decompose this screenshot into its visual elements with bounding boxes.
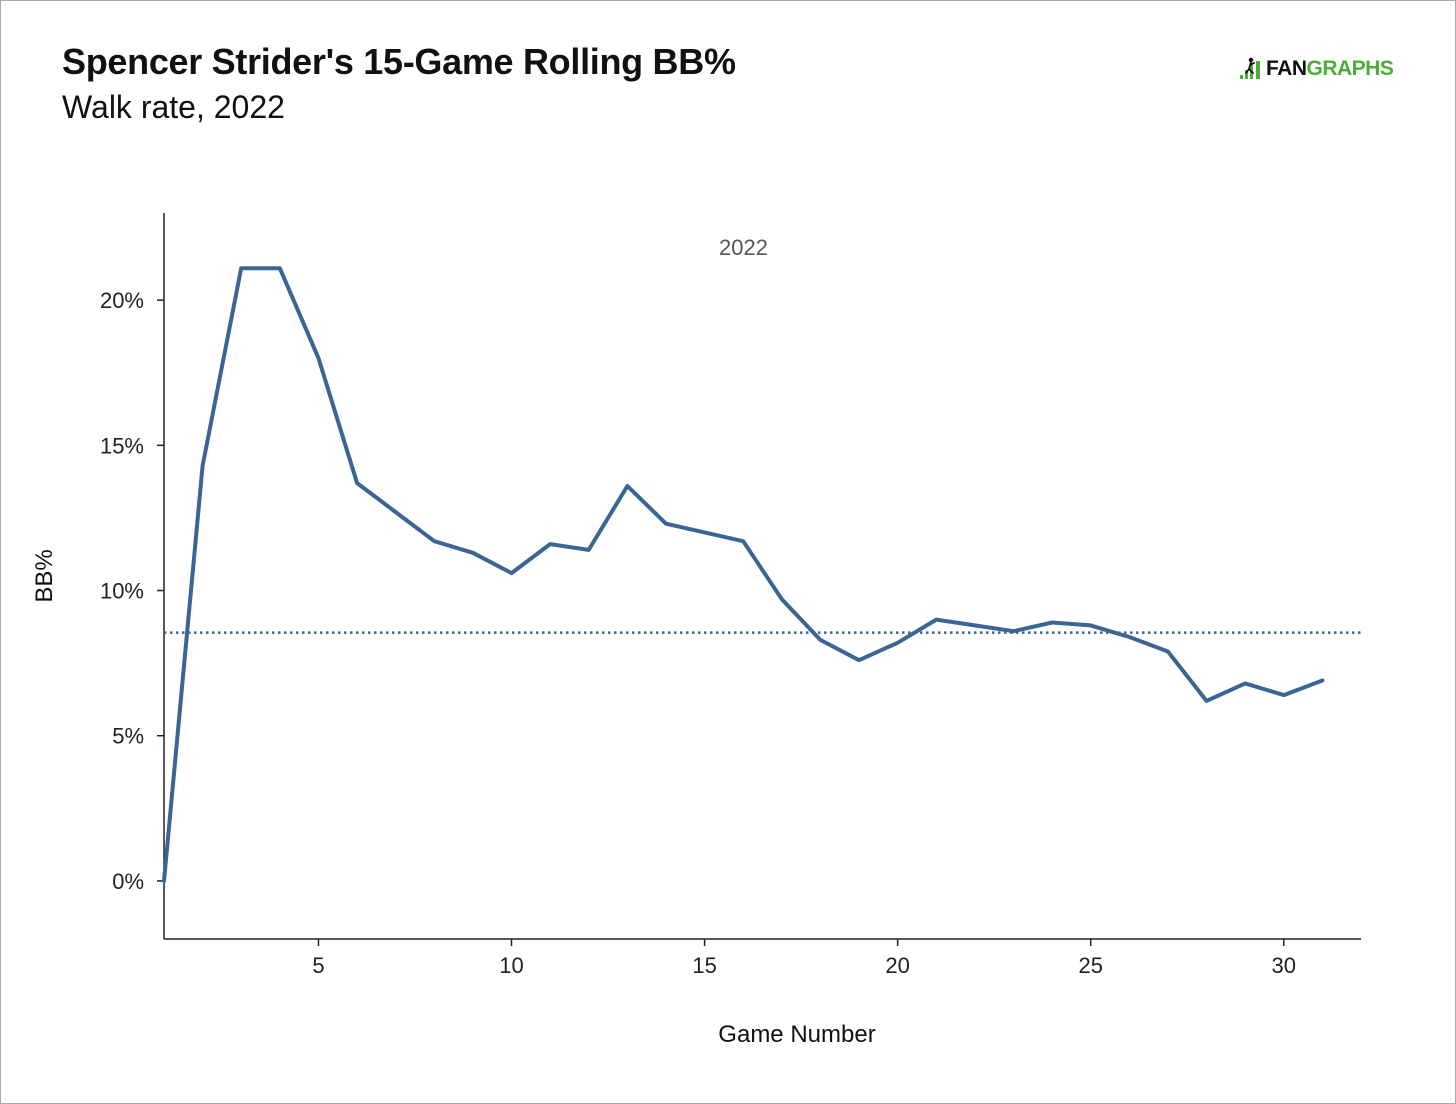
- logo-text-fan: FAN: [1266, 57, 1307, 80]
- x-axis-label: Game Number: [718, 1021, 875, 1048]
- x-tick-label: 15: [692, 953, 716, 978]
- y-tick-label: 10%: [100, 579, 144, 604]
- x-tick-label: 30: [1272, 953, 1296, 978]
- y-axis-label: BB%: [31, 549, 58, 602]
- x-tick-label: 10: [499, 953, 523, 978]
- y-tick-label: 15%: [100, 433, 144, 458]
- y-tick-label: 0%: [112, 869, 144, 894]
- logo-text-graphs: GRAPHS: [1306, 57, 1394, 80]
- chart-axes: 5 10 15 20 25 30 0% 5% 10% 15% 20%: [100, 213, 1361, 978]
- fangraphs-logo: FAN GRAPHS: [1239, 56, 1394, 82]
- fangraphs-logo-icon: [1240, 57, 1260, 79]
- x-tick-label: 5: [312, 953, 324, 978]
- y-tick-label: 20%: [100, 288, 144, 313]
- chart-series: [162, 266, 1325, 883]
- chart-labels: 2022 Game Number BB%: [31, 235, 876, 1048]
- x-tick-label: 20: [885, 953, 909, 978]
- x-tick-label: 25: [1078, 953, 1102, 978]
- y-tick-label: 5%: [112, 724, 144, 749]
- panel-label: 2022: [719, 235, 768, 260]
- series-line: [162, 266, 1325, 883]
- chart-title: Spencer Strider's 15-Game Rolling BB%: [62, 41, 736, 82]
- chart-subtitle: Walk rate, 2022: [62, 89, 285, 125]
